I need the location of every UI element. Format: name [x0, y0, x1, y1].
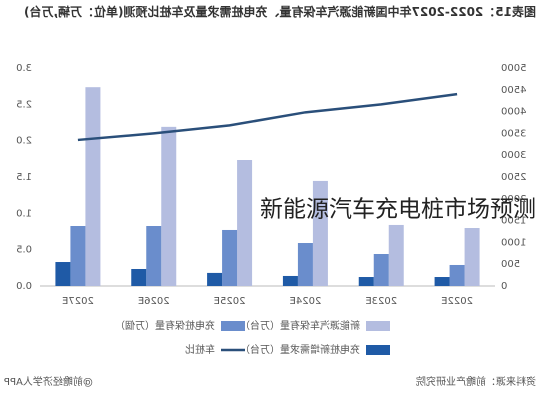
- watermark: @前瞻经济学人APP: [4, 375, 93, 388]
- bar: [449, 264, 465, 286]
- x-tick-label: 2026E: [138, 296, 170, 307]
- bar: [207, 272, 223, 286]
- y2-tick-label: 1.0: [16, 208, 32, 219]
- bar: [237, 159, 253, 286]
- y-tick-label: 0: [501, 281, 507, 292]
- bar: [388, 224, 404, 286]
- legend-swatch: [366, 345, 390, 355]
- y2-tick-label: 2.5: [16, 99, 32, 110]
- bar: [85, 87, 101, 287]
- y2-tick-label: 3.0: [16, 63, 32, 74]
- bar: [55, 262, 71, 286]
- bar: [282, 275, 298, 286]
- y-tick-label: 1000: [501, 237, 526, 248]
- x-tick-label: 2023E: [365, 296, 397, 307]
- y-tick-label: 2500: [501, 172, 526, 183]
- y2-tick-label: 2.0: [16, 136, 32, 147]
- bar: [131, 268, 147, 286]
- overlay-title: 新能源汽车充电桩市场预测: [260, 197, 536, 223]
- bar: [297, 243, 313, 286]
- bar: [161, 126, 177, 286]
- chart-title: 图表15：2022-2027年中国新能源汽车保有量、充电桩需求量及车桩比预测(单…: [23, 5, 536, 19]
- y-tick-label: 4000: [501, 107, 526, 118]
- legend-label: 充电桩保有量（万個）: [115, 319, 215, 332]
- legend-swatch: [366, 321, 390, 331]
- y-tick-label: 5000: [501, 63, 526, 74]
- y2-tick-label: 0.0: [16, 281, 32, 292]
- legend-swatch: [221, 321, 245, 331]
- bar: [464, 228, 480, 286]
- bar: [146, 226, 162, 286]
- legend-label: 车桩比: [185, 343, 215, 356]
- y-tick-label: 4500: [501, 85, 526, 96]
- bar: [312, 180, 328, 286]
- bar: [222, 229, 238, 286]
- y-tick-label: 3000: [501, 150, 526, 161]
- bar: [434, 277, 450, 286]
- x-tick-label: 2024E: [290, 296, 322, 307]
- line-series: [77, 92, 458, 142]
- title-box: 图表15：2022-2027年中国新能源汽车保有量、充电桩需求量及车桩比预测(单…: [23, 5, 536, 19]
- x-tick-label: 2022E: [441, 296, 473, 307]
- legend-label: 新能源汽车保有量（万台）: [240, 319, 360, 332]
- y-tick-label: 1500: [501, 216, 526, 227]
- y-tick-label: 500: [501, 259, 520, 270]
- bar: [70, 226, 86, 286]
- x-tick-label: 2025E: [214, 296, 246, 307]
- y-tick-label: 3500: [501, 128, 526, 139]
- y2-tick-label: 0.5: [16, 245, 32, 256]
- bar: [373, 253, 389, 286]
- mirrored-chart: 图表15：2022-2027年中国新能源汽车保有量、充电桩需求量及车桩比预测(单…: [4, 5, 536, 388]
- source: 资料来源：前瞻产业研究院: [416, 375, 536, 388]
- legend-label: 充电桩新增需求量（万台）: [240, 343, 360, 356]
- y2-tick-label: 1.5: [16, 172, 32, 183]
- x-tick-label: 2027E: [62, 296, 94, 307]
- bar: [358, 277, 374, 286]
- y-tick-label: 2000: [501, 194, 526, 205]
